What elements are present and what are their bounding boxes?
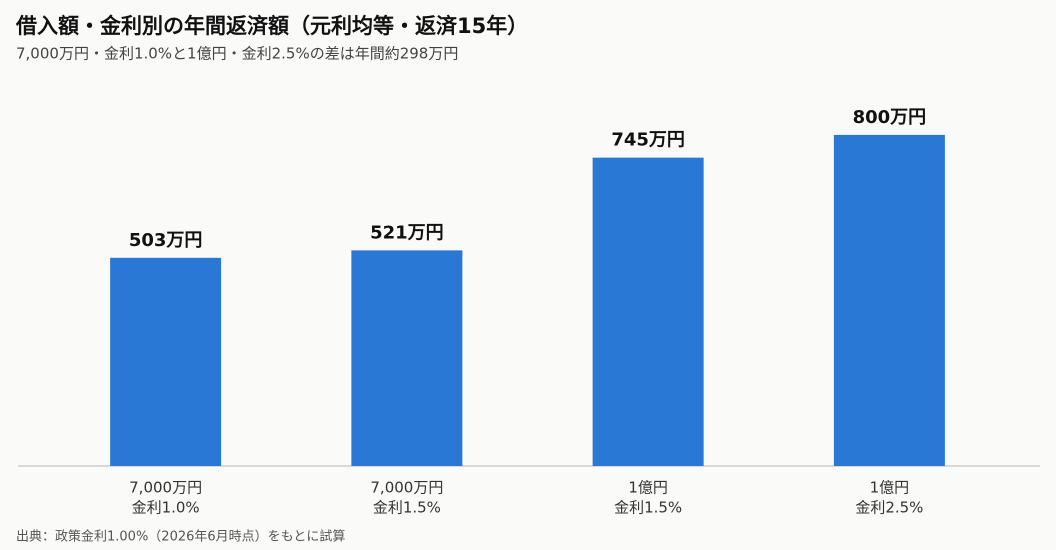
value-label: 745万円: [611, 130, 685, 151]
bar: [833, 134, 945, 466]
x-tick-label: 金利1.5%: [373, 499, 441, 517]
x-tick-label: 7,000万円: [129, 479, 202, 497]
x-tick-label: 1億円: [628, 479, 668, 497]
x-tick-label: 7,000万円: [370, 479, 443, 497]
value-label: 521万円: [370, 222, 444, 243]
value-label: 503万円: [129, 230, 203, 251]
chart-title: 借入額・金利別の年間返済額（元利均等・返済15年）: [15, 14, 528, 38]
value-label: 800万円: [853, 107, 927, 128]
x-tick-label: 金利1.0%: [132, 499, 200, 517]
bar: [351, 250, 463, 466]
x-tick-label: 1億円: [870, 479, 910, 497]
bar: [110, 257, 222, 466]
x-tick-label: 金利2.5%: [855, 499, 923, 517]
chart-subtitle: 7,000万円・金利1.0%と1億円・金利2.5%の差は年間約298万円: [16, 45, 458, 63]
x-tick-label: 金利1.5%: [614, 499, 682, 517]
source-note: 出典：政策金利1.00%（2026年6月時点）をもとに試算: [16, 529, 345, 545]
bar: [592, 157, 704, 466]
